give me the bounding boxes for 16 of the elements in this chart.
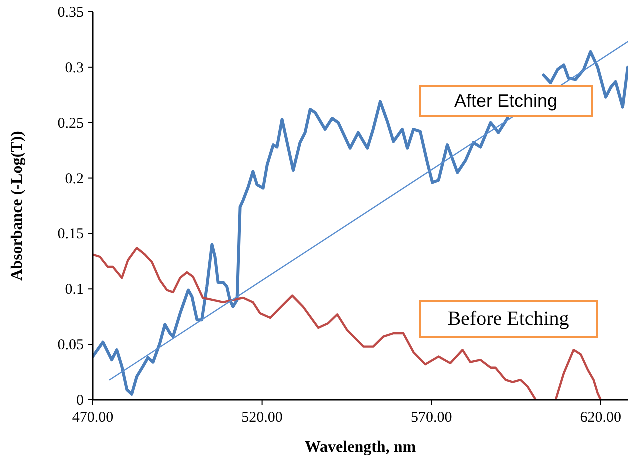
y-axis-title: Absorbance (-Log(T)) xyxy=(9,131,26,281)
x-axis-title: Wavelength, nm xyxy=(304,439,417,456)
x-tick-label: 570.00 xyxy=(410,410,452,426)
y-tick-label: 0.15 xyxy=(58,226,84,243)
series-label: Before Etching xyxy=(448,308,570,330)
x-tick-label: 520.00 xyxy=(242,410,283,426)
y-tick-label: 0.25 xyxy=(58,116,84,132)
y-tick-label: 0 xyxy=(76,393,84,409)
series-label: After Etching xyxy=(454,91,558,111)
y-tick-label: 0.05 xyxy=(58,338,84,354)
y-tick-label: 0.35 xyxy=(58,5,84,21)
x-tick-label: 470.00 xyxy=(72,410,114,426)
y-tick-label: 0.2 xyxy=(65,171,84,188)
x-tick-label: 620.00 xyxy=(580,410,622,426)
y-tick-label: 0.1 xyxy=(65,282,84,298)
y-tick-label: 0.3 xyxy=(65,60,84,76)
